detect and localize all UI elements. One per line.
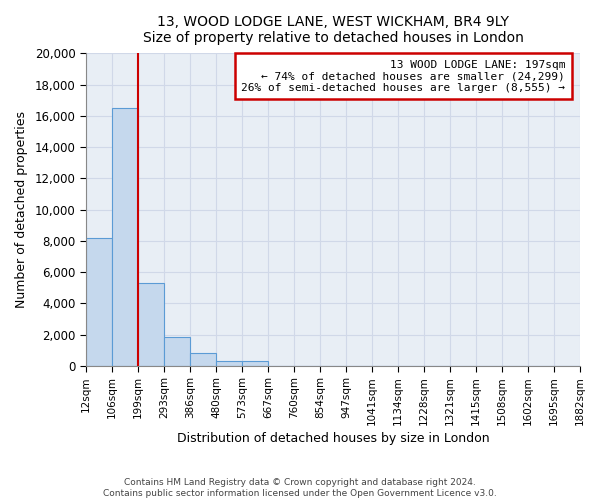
Text: 13 WOOD LODGE LANE: 197sqm
← 74% of detached houses are smaller (24,299)
26% of : 13 WOOD LODGE LANE: 197sqm ← 74% of deta…: [241, 60, 565, 93]
Bar: [138, 283, 164, 366]
Bar: [86, 238, 112, 366]
Bar: [190, 354, 216, 366]
Bar: [164, 337, 190, 366]
Bar: [216, 361, 242, 366]
Text: Contains HM Land Registry data © Crown copyright and database right 2024.
Contai: Contains HM Land Registry data © Crown c…: [103, 478, 497, 498]
Title: 13, WOOD LODGE LANE, WEST WICKHAM, BR4 9LY
Size of property relative to detached: 13, WOOD LODGE LANE, WEST WICKHAM, BR4 9…: [143, 15, 524, 45]
X-axis label: Distribution of detached houses by size in London: Distribution of detached houses by size …: [177, 432, 490, 445]
Y-axis label: Number of detached properties: Number of detached properties: [15, 111, 28, 308]
Bar: [112, 108, 138, 366]
Bar: [242, 361, 268, 366]
